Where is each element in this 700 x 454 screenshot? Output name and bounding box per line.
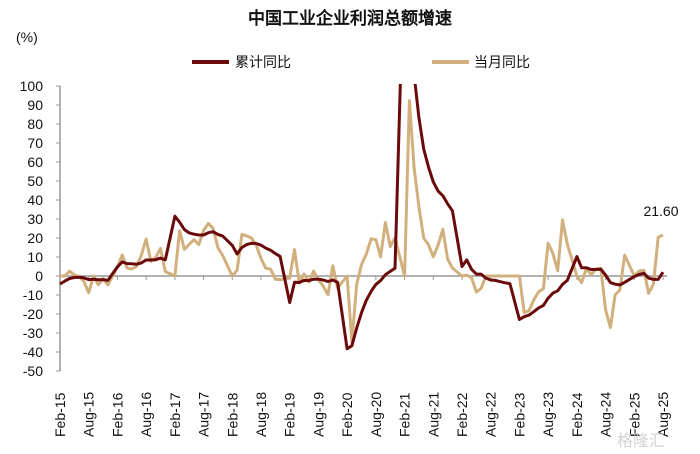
x-tick-label: Aug-23 — [540, 392, 556, 437]
y-tick-label: -50 — [23, 363, 43, 379]
x-tick-label: Feb-20 — [339, 392, 355, 437]
x-tick-label: Aug-20 — [368, 392, 384, 437]
y-tick-label: 90 — [27, 97, 43, 113]
y-tick-label: 70 — [27, 135, 43, 151]
legend: 累计同比 当月同比 — [192, 54, 530, 70]
x-tick-label: Feb-25 — [626, 392, 642, 437]
series-line-cumulative — [59, 84, 665, 351]
x-tick-label: Aug-21 — [425, 392, 441, 437]
legend-label-monthly: 当月同比 — [474, 54, 530, 70]
x-tick-label: Aug-18 — [253, 392, 269, 437]
x-tick-label: Aug-16 — [138, 392, 154, 437]
x-tick-label: Feb-24 — [569, 392, 585, 437]
chart-title: 中国工业企业利润总额增速 — [248, 8, 452, 28]
y-tick-label: -20 — [23, 306, 43, 322]
y-tick-label: 10 — [27, 249, 43, 265]
x-tick-label: Feb-23 — [511, 392, 527, 437]
y-tick-label: 100 — [20, 78, 44, 94]
x-tick-label: Feb-19 — [282, 392, 298, 437]
x-tick-label: Aug-17 — [196, 392, 212, 437]
y-tick-label: 80 — [27, 116, 43, 132]
watermark-logo: 格隆汇 — [617, 432, 665, 450]
y-tick-label: -10 — [23, 287, 43, 303]
y-tick-label: -30 — [23, 325, 43, 341]
y-tick-label: 30 — [27, 211, 43, 227]
x-tick-label: Aug-19 — [310, 392, 326, 437]
series-line-monthly — [60, 99, 664, 344]
last-value-label: 21.60 — [643, 203, 678, 219]
y-tick-label: -40 — [23, 344, 43, 360]
y-tick-label: 60 — [27, 154, 43, 170]
x-tick-label: Feb-21 — [397, 392, 413, 437]
x-tick-label: Feb-22 — [454, 392, 470, 437]
x-tick-label: Aug-15 — [81, 392, 97, 437]
y-tick-label: 0 — [35, 268, 43, 284]
x-tick-label: Feb-17 — [167, 392, 183, 437]
x-tick-label: Aug-22 — [483, 392, 499, 437]
x-axis: Feb-15 Aug-15 Feb-16 Aug-16 Feb-17 Aug-17 Feb-… — [52, 275, 671, 437]
y-tick-label: 20 — [27, 230, 43, 246]
x-tick-label: Feb-16 — [109, 392, 125, 437]
series-lines — [59, 84, 665, 351]
x-tick-label: Aug-25 — [655, 392, 671, 437]
y-tick-label: 40 — [27, 192, 43, 208]
x-tick-label: Feb-15 — [52, 392, 68, 437]
y-axis-unit: (%) — [16, 29, 38, 45]
x-tick-label: Feb-18 — [224, 392, 240, 437]
x-tick-label: Aug-24 — [598, 392, 614, 437]
y-tick-label: 50 — [27, 173, 43, 189]
legend-label-cumulative: 累计同比 — [235, 54, 291, 70]
